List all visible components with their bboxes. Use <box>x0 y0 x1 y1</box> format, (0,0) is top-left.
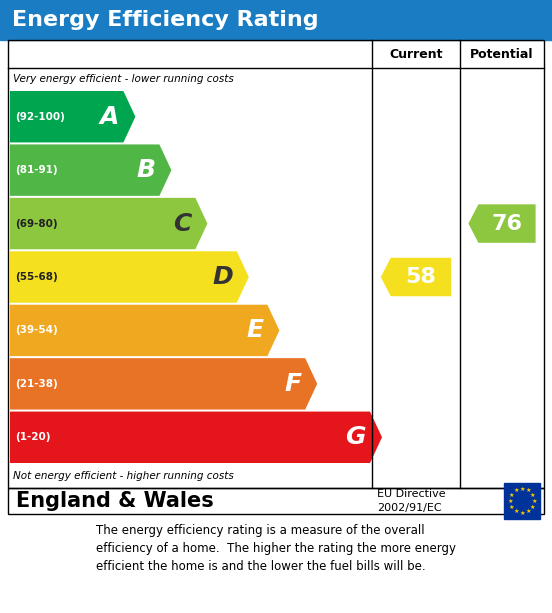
Polygon shape <box>10 145 172 196</box>
Text: C: C <box>173 211 192 235</box>
Polygon shape <box>10 91 135 142</box>
Text: G: G <box>346 425 366 449</box>
Text: The energy efficiency rating is a measure of the overall
efficiency of a home.  : The energy efficiency rating is a measur… <box>96 524 456 573</box>
Text: EU Directive: EU Directive <box>377 489 445 499</box>
Text: Not energy efficient - higher running costs: Not energy efficient - higher running co… <box>13 471 233 481</box>
Polygon shape <box>10 305 279 356</box>
Text: ★: ★ <box>529 504 535 509</box>
Text: 58: 58 <box>406 267 437 287</box>
Text: (69-80): (69-80) <box>15 219 57 229</box>
Text: ★: ★ <box>525 509 531 514</box>
Text: ★: ★ <box>509 504 514 509</box>
Text: D: D <box>212 265 233 289</box>
Text: ★: ★ <box>507 498 513 503</box>
Text: 76: 76 <box>491 213 523 234</box>
Text: (39-54): (39-54) <box>15 326 58 335</box>
Text: F: F <box>284 372 301 396</box>
Text: Energy Efficiency Rating: Energy Efficiency Rating <box>12 10 319 30</box>
Text: (92-100): (92-100) <box>15 112 65 122</box>
Text: ★: ★ <box>519 487 525 492</box>
Polygon shape <box>10 251 249 303</box>
Text: ★: ★ <box>519 511 525 516</box>
Text: (55-68): (55-68) <box>15 272 58 282</box>
Bar <box>8 488 544 514</box>
Polygon shape <box>10 411 382 463</box>
Text: Current: Current <box>389 47 443 61</box>
Polygon shape <box>381 257 451 296</box>
Bar <box>8 40 544 488</box>
Text: (1-20): (1-20) <box>15 432 50 443</box>
Text: Very energy efficient - lower running costs: Very energy efficient - lower running co… <box>13 74 233 84</box>
Text: (81-91): (81-91) <box>15 165 57 175</box>
Text: ★: ★ <box>525 488 531 493</box>
Polygon shape <box>10 198 208 249</box>
Text: B: B <box>136 158 156 182</box>
Text: ★: ★ <box>509 492 514 498</box>
Text: 2002/91/EC: 2002/91/EC <box>377 503 442 513</box>
Text: ★: ★ <box>513 488 519 493</box>
Polygon shape <box>469 204 535 243</box>
Text: Potential: Potential <box>470 47 534 61</box>
Bar <box>0 0 552 40</box>
Text: ★: ★ <box>531 498 537 503</box>
Bar <box>504 483 540 519</box>
Text: ★: ★ <box>513 509 519 514</box>
Text: ★: ★ <box>529 492 535 498</box>
Text: (21-38): (21-38) <box>15 379 58 389</box>
Text: E: E <box>246 318 263 343</box>
Polygon shape <box>10 358 317 409</box>
Text: A: A <box>100 105 119 129</box>
Text: England & Wales: England & Wales <box>16 491 214 511</box>
